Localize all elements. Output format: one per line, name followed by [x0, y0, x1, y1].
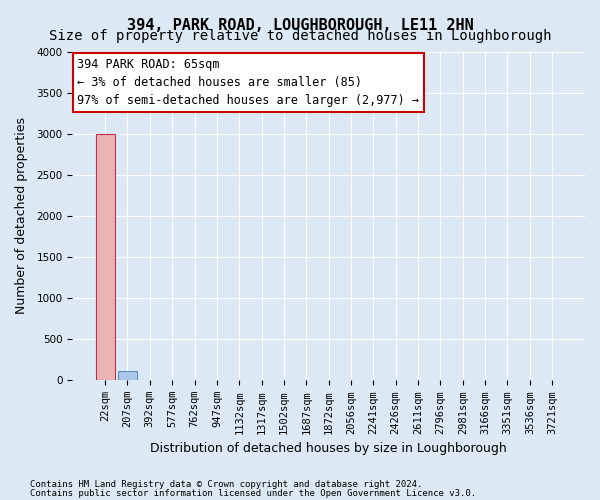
X-axis label: Distribution of detached houses by size in Loughborough: Distribution of detached houses by size …: [150, 442, 507, 455]
Bar: [95, 134, 115, 380]
Text: Size of property relative to detached houses in Loughborough: Size of property relative to detached ho…: [49, 29, 551, 43]
Text: 394 PARK ROAD: 65sqm
← 3% of detached houses are smaller (85)
97% of semi-detach: 394 PARK ROAD: 65sqm ← 3% of detached ho…: [77, 58, 419, 107]
Text: 394, PARK ROAD, LOUGHBOROUGH, LE11 2HN: 394, PARK ROAD, LOUGHBOROUGH, LE11 2HN: [127, 18, 473, 32]
Text: Contains HM Land Registry data © Crown copyright and database right 2024.: Contains HM Land Registry data © Crown c…: [30, 480, 422, 489]
Text: Contains public sector information licensed under the Open Government Licence v3: Contains public sector information licen…: [30, 488, 476, 498]
Y-axis label: Number of detached properties: Number of detached properties: [15, 118, 28, 314]
Bar: [118, 371, 137, 380]
